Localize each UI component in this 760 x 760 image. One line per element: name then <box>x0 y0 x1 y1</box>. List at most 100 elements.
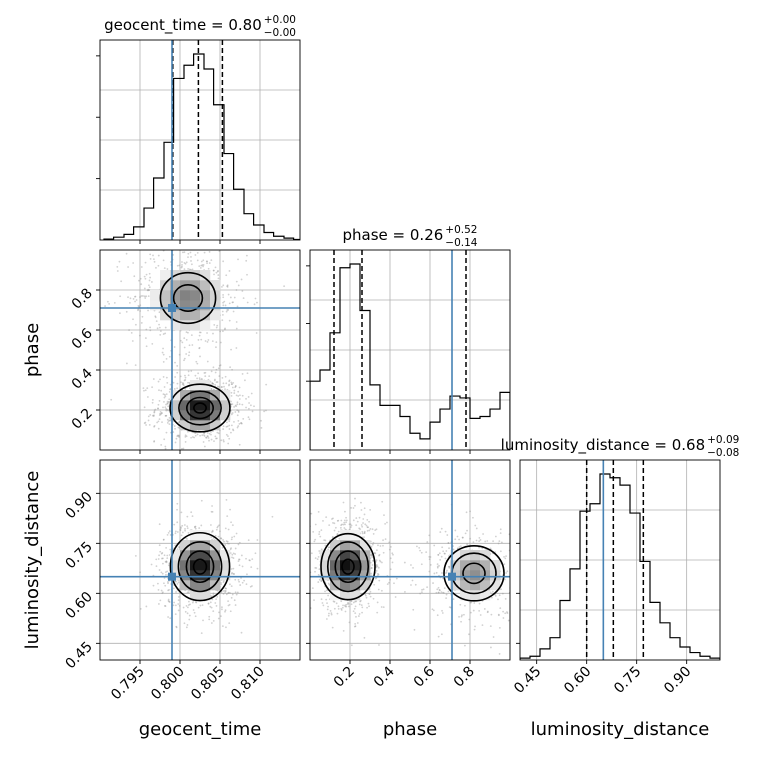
scatter-point <box>167 420 170 422</box>
scatter-point <box>465 511 468 514</box>
scatter-point <box>499 607 502 610</box>
density-cell <box>220 550 231 561</box>
scatter-point <box>158 569 161 571</box>
scatter-point <box>230 242 232 244</box>
scatter-point <box>308 571 310 573</box>
scatter-point <box>194 432 197 434</box>
scatter-point <box>447 542 450 544</box>
scatter-point <box>343 527 346 529</box>
scatter-point <box>162 353 165 356</box>
histogram-step <box>310 263 510 450</box>
scatter-point <box>322 520 324 522</box>
scatter-point <box>220 537 222 540</box>
contour-level-1-2 <box>443 545 505 602</box>
density-cell <box>160 270 171 281</box>
scatter-point <box>207 602 210 605</box>
density-cell <box>200 590 211 601</box>
scatter-point <box>249 559 251 562</box>
scatter-point <box>412 566 414 569</box>
scatter-point <box>93 290 95 292</box>
scatter-point <box>191 601 194 604</box>
scatter-point <box>344 605 347 608</box>
scatter-point <box>187 252 190 255</box>
scatter-point <box>184 434 187 437</box>
scatter-point <box>221 319 224 322</box>
scatter-point <box>426 586 429 589</box>
scatter-point <box>153 424 156 427</box>
scatter-point <box>369 508 372 511</box>
density-cell <box>150 300 161 311</box>
scatter-point <box>148 272 151 275</box>
title-plus: +0.09 <box>707 434 739 446</box>
scatter-point <box>165 560 168 563</box>
scatter-point <box>382 551 385 554</box>
scatter-point <box>524 535 526 537</box>
scatter-point <box>164 605 167 607</box>
scatter-point <box>151 401 154 404</box>
scatter-point <box>410 584 412 586</box>
scatter-point <box>333 529 336 532</box>
scatter-point <box>162 393 165 396</box>
scatter-point <box>181 524 184 527</box>
density-cell <box>180 550 191 561</box>
scatter-point <box>511 605 513 607</box>
scatter-point <box>233 296 236 299</box>
scatter-point <box>144 337 147 339</box>
scatter-point <box>216 595 219 598</box>
scatter-point <box>226 515 229 518</box>
scatter-point <box>251 585 253 587</box>
panel-hist-phase: phase = 0.26 +0.52−0.14 <box>309 224 511 451</box>
scatter-point <box>225 626 227 629</box>
panel-joint-phase-luminosity-distance <box>308 459 526 661</box>
density-cell <box>330 540 341 551</box>
scatter-point <box>166 557 169 560</box>
scatter-point <box>184 388 187 390</box>
scatter-point <box>193 436 196 439</box>
scatter-point <box>240 554 243 557</box>
scatter-point <box>220 537 223 540</box>
scatter-point <box>238 422 241 425</box>
scatter-point <box>232 428 234 431</box>
scatter-point <box>327 605 329 608</box>
density-cell <box>170 290 181 301</box>
scatter-point <box>343 519 346 522</box>
scatter-point <box>374 577 377 580</box>
scatter-point <box>250 566 253 569</box>
scatter-point <box>116 270 119 272</box>
scatter-point <box>125 362 128 365</box>
scatter-point <box>207 602 210 605</box>
scatter-point <box>176 387 179 390</box>
scatter-point <box>181 341 184 344</box>
scatter-point <box>202 619 204 622</box>
scatter-point <box>353 625 356 628</box>
scatter-point <box>209 601 212 604</box>
scatter-point <box>384 522 387 525</box>
scatter-point <box>443 552 446 555</box>
density-cell <box>490 580 501 591</box>
scatter-point <box>230 521 232 524</box>
scatter-point <box>441 612 444 614</box>
scatter-point <box>205 260 208 263</box>
scatter-point <box>217 535 220 538</box>
scatter-point <box>147 309 149 312</box>
density-cell <box>480 590 491 601</box>
scatter-point <box>375 566 378 569</box>
scatter-point <box>168 398 171 401</box>
scatter-point <box>143 422 146 425</box>
scatter-point <box>194 527 197 530</box>
scatter-point <box>240 278 243 281</box>
scatter-point <box>232 381 235 384</box>
scatter-point <box>210 531 213 533</box>
scatter-point <box>250 392 253 395</box>
scatter-point <box>359 528 362 531</box>
density-cell <box>470 550 481 561</box>
scatter-point <box>498 653 501 655</box>
scatter-point <box>160 589 163 592</box>
scatter-point <box>228 379 231 382</box>
scatter-point <box>474 625 476 628</box>
scatter-point <box>150 563 153 566</box>
scatter-point <box>486 540 489 542</box>
density-cell <box>180 400 191 411</box>
scatter-point <box>247 396 250 398</box>
scatter-point <box>231 553 234 556</box>
